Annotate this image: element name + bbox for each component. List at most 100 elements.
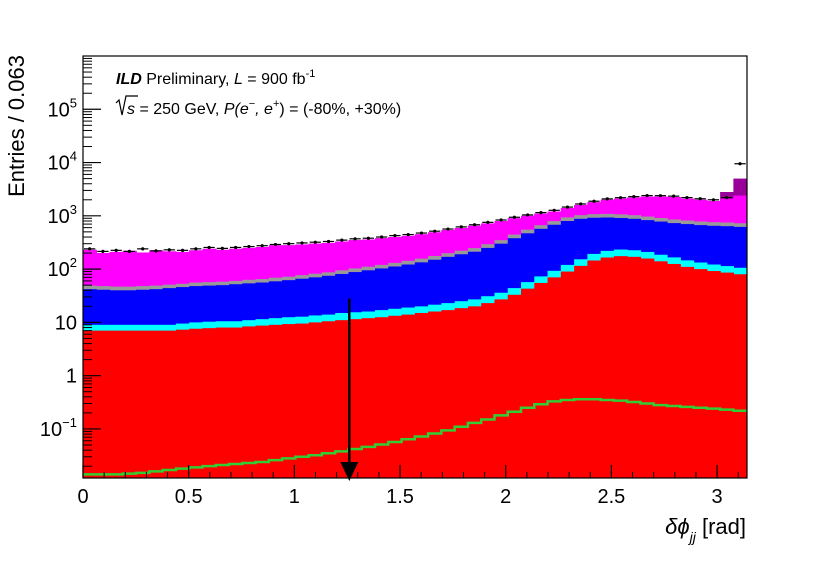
data-point bbox=[694, 197, 706, 201]
data-point bbox=[283, 242, 295, 246]
red-bin bbox=[507, 294, 522, 478]
red-bin bbox=[295, 323, 310, 478]
red-bin bbox=[255, 325, 270, 478]
x-tick-label: 3 bbox=[712, 486, 723, 508]
x-axis-label-symbol: δϕ bbox=[665, 514, 689, 539]
red-bin bbox=[428, 311, 442, 478]
red-bin bbox=[348, 319, 363, 478]
plot-border bbox=[82, 55, 748, 479]
x-tick-label: 2 bbox=[500, 486, 511, 508]
red-bin bbox=[587, 260, 602, 478]
red-bin bbox=[467, 306, 482, 478]
red-bin bbox=[534, 282, 549, 478]
red-bin bbox=[494, 299, 509, 478]
red-bin bbox=[547, 277, 562, 478]
data-point bbox=[322, 239, 335, 244]
data-point bbox=[681, 195, 693, 200]
red-bin bbox=[733, 274, 748, 478]
sqrt-symbol bbox=[115, 95, 138, 116]
data-point bbox=[429, 229, 441, 233]
data-point bbox=[389, 234, 401, 238]
axis-ticks: 0 0.5 1 1.5 2 2.5 3 10−1 1 10 102 103 104 105 bbox=[40, 57, 739, 508]
data-points bbox=[84, 162, 746, 254]
red-bin bbox=[96, 330, 111, 478]
red-bin bbox=[335, 320, 350, 478]
lumi-symbol: L bbox=[234, 71, 243, 88]
red-bin bbox=[229, 327, 243, 478]
data-point bbox=[614, 196, 627, 200]
red-bin bbox=[388, 315, 403, 478]
signal-histogram bbox=[83, 398, 747, 476]
data-point bbox=[190, 247, 202, 251]
red-bin bbox=[308, 322, 323, 478]
red-bin bbox=[627, 256, 642, 478]
data-point bbox=[548, 208, 560, 212]
red-bin bbox=[109, 330, 124, 478]
data-point bbox=[216, 246, 229, 250]
data-point bbox=[415, 231, 428, 235]
data-point bbox=[535, 211, 547, 215]
data-point bbox=[402, 232, 414, 237]
data-point bbox=[376, 235, 388, 239]
data-point bbox=[455, 225, 467, 229]
red-bin bbox=[653, 261, 668, 478]
red-bin bbox=[282, 324, 296, 478]
x-tick-label: 0 bbox=[77, 486, 88, 508]
data-point bbox=[482, 220, 494, 224]
red-bin bbox=[136, 330, 150, 478]
data-point bbox=[561, 205, 574, 209]
data-point bbox=[256, 244, 268, 248]
data-point bbox=[336, 238, 348, 242]
stacked-histograms bbox=[83, 178, 748, 479]
data-point bbox=[296, 241, 308, 245]
red-bin bbox=[242, 326, 257, 478]
cut-arrow-head bbox=[340, 462, 359, 481]
data-point bbox=[668, 194, 680, 198]
x-axis-label-unit: [rad] bbox=[696, 514, 746, 539]
x-tick-label: 0.5 bbox=[175, 486, 203, 508]
data-point bbox=[575, 202, 587, 206]
lumi-text: = 900 fb bbox=[243, 71, 306, 88]
data-point bbox=[362, 236, 375, 240]
red-bin bbox=[521, 288, 535, 478]
red-bin bbox=[149, 330, 164, 478]
red-bin bbox=[706, 271, 721, 478]
data-point bbox=[601, 197, 613, 201]
data-point bbox=[150, 249, 162, 253]
data-point bbox=[588, 199, 600, 203]
data-point bbox=[721, 195, 733, 200]
red-bin bbox=[640, 258, 655, 478]
data-point bbox=[243, 244, 255, 249]
data-point bbox=[654, 194, 667, 198]
y-tick-label: 104 bbox=[48, 149, 77, 175]
ild-annotation-line2: s = 250 GeV, P(e−, e+) = (-80%, +30%) bbox=[127, 98, 401, 118]
red-bin bbox=[414, 313, 429, 478]
red-bin bbox=[321, 321, 336, 478]
data-point bbox=[628, 195, 640, 199]
data-point bbox=[203, 245, 215, 250]
cut-arrow bbox=[340, 298, 359, 481]
pol-plus: + bbox=[273, 98, 279, 110]
red-bin bbox=[83, 330, 97, 478]
red-bin bbox=[401, 314, 416, 478]
data-point bbox=[734, 162, 746, 166]
x-axis-label-subscript: jj bbox=[688, 529, 697, 545]
red-bin bbox=[720, 272, 734, 478]
data-point bbox=[468, 223, 481, 227]
pol-minus: − bbox=[249, 98, 255, 110]
red-bin bbox=[122, 330, 137, 478]
x-tick-label: 2.5 bbox=[597, 486, 625, 508]
y-tick-label: 1 bbox=[66, 366, 77, 388]
ild-annotation-line1: ILD Preliminary, L = 900 fb-1 bbox=[116, 68, 315, 88]
red-bin bbox=[268, 324, 283, 478]
x-tick-label: 1.5 bbox=[386, 486, 414, 508]
red-bin bbox=[600, 257, 615, 478]
red-bin bbox=[680, 266, 695, 478]
red-bin bbox=[481, 303, 496, 478]
experiment-label: ILD bbox=[116, 71, 142, 88]
data-point bbox=[442, 227, 454, 231]
pol-close: ) = (-80%, +30%) bbox=[279, 101, 401, 118]
data-point bbox=[110, 248, 122, 252]
data-point bbox=[495, 218, 507, 222]
